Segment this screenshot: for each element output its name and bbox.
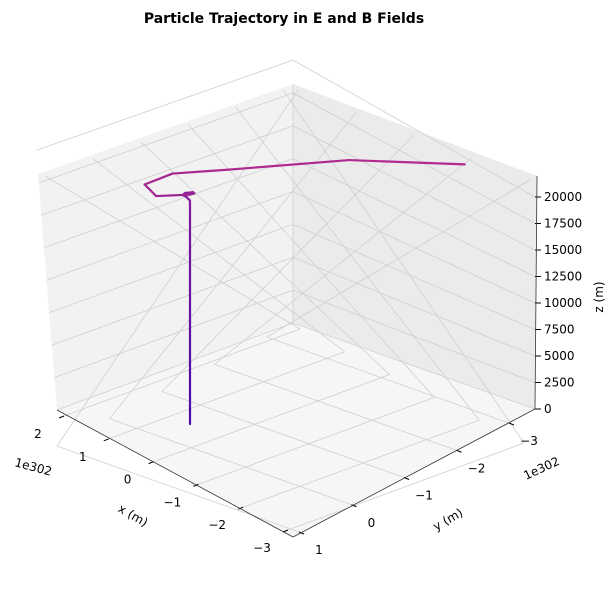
y-tick-label: −1 xyxy=(415,489,433,503)
x-tick-label: 0 xyxy=(124,473,132,487)
grid-lines xyxy=(35,59,536,533)
y-offset-label: 1e302 xyxy=(521,454,561,483)
x-tick-label: 1 xyxy=(79,450,87,464)
z-tick-label: 10000 xyxy=(544,296,582,310)
y-tick-label: 1 xyxy=(315,543,323,557)
x-tick-label: −2 xyxy=(208,518,226,532)
z-tick-label: 20000 xyxy=(544,190,582,204)
tick-labels: 2 1 0 −1 −2 −3 −3 −2 −1 0 1 0 2500 5000 7500 10000 12500… xyxy=(34,190,582,557)
x-axis-label: x (m) xyxy=(116,501,151,529)
chart-title: Particle Trajectory in E and B Fields xyxy=(144,11,424,27)
y-tick-label: −2 xyxy=(468,461,486,475)
y-tick-label: −3 xyxy=(520,434,538,448)
z-tick-label: 12500 xyxy=(544,270,582,284)
x-tick-label: −1 xyxy=(164,495,182,509)
y-axis-label: y (m) xyxy=(431,505,466,533)
trajectory-line xyxy=(143,158,466,426)
trajectory-segment xyxy=(143,172,174,186)
z-tick-label: 7500 xyxy=(544,323,575,337)
z-axis-label: z (m) xyxy=(592,281,605,312)
right-pane xyxy=(293,84,537,409)
z-tick-label: 17500 xyxy=(544,217,582,231)
z-tick-label: 0 xyxy=(544,402,552,416)
trajectory-segment xyxy=(348,158,466,166)
z-tick-label: 15000 xyxy=(544,243,582,257)
x-offset-label: 1e302 xyxy=(13,455,53,478)
x-tick-label: −3 xyxy=(253,541,271,555)
z-tick-label: 5000 xyxy=(544,349,575,363)
trajectory-segment xyxy=(184,191,194,195)
trajectory-segment xyxy=(143,183,158,198)
trajectory-segment xyxy=(155,193,191,198)
trajectory-segment xyxy=(171,168,230,175)
y-tick-label: 0 xyxy=(368,516,376,530)
x-tick-label: 2 xyxy=(34,427,42,441)
z-tick-label: 2500 xyxy=(544,376,575,390)
trajectory-segment xyxy=(227,158,351,171)
axes-lines xyxy=(56,175,541,538)
